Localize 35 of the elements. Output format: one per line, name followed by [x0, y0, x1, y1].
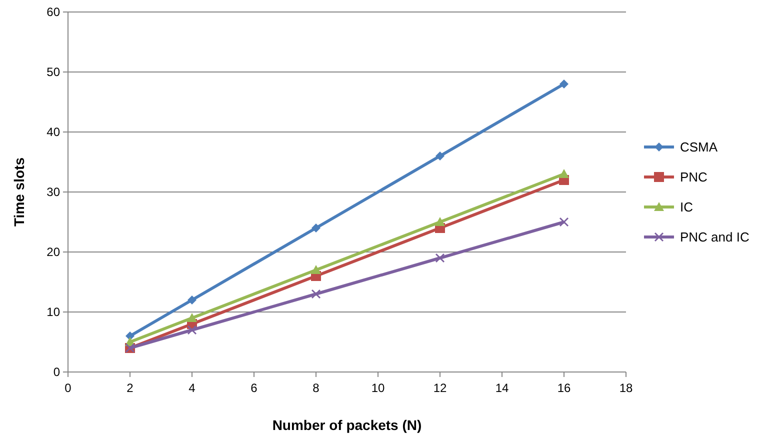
- point: [559, 169, 569, 178]
- legend-label: CSMA: [680, 140, 718, 155]
- point: [312, 224, 320, 232]
- point: [187, 325, 197, 335]
- point: [435, 217, 445, 226]
- point: [435, 253, 445, 263]
- y-tick-label: 10: [46, 305, 60, 320]
- legend-label: IC: [680, 200, 693, 215]
- x-tick-label: 14: [495, 381, 509, 395]
- point: [311, 265, 321, 274]
- y-tick-label: 20: [46, 245, 60, 260]
- y-axis-title: Time slots: [11, 157, 27, 226]
- x-tick-label: 8: [312, 381, 320, 395]
- legend-label: PNC: [680, 170, 708, 185]
- x-tick-label: 4: [188, 381, 196, 395]
- point: [560, 80, 568, 88]
- legend-label: PNC and IC: [680, 230, 750, 245]
- x-tick-label: 16: [557, 381, 571, 395]
- x-tick-label: 18: [619, 381, 633, 395]
- x-tick-label: 10: [371, 381, 385, 395]
- point: [559, 217, 569, 227]
- x-tick-label: 6: [250, 381, 258, 395]
- y-tick-label: 0: [53, 365, 60, 380]
- x-axis-title: Number of packets (N): [272, 417, 422, 433]
- y-tick-label: 60: [46, 5, 60, 20]
- point: [188, 296, 196, 304]
- x-tick-label: 0: [64, 381, 72, 395]
- y-tick-label: 30: [46, 185, 60, 200]
- x-tick-label: 2: [126, 381, 134, 395]
- point: [187, 313, 197, 322]
- y-tick-label: 50: [46, 65, 60, 80]
- point: [311, 289, 321, 299]
- x-tick-label: 12: [433, 381, 447, 395]
- point: [436, 152, 444, 160]
- y-tick-label: 40: [46, 125, 60, 140]
